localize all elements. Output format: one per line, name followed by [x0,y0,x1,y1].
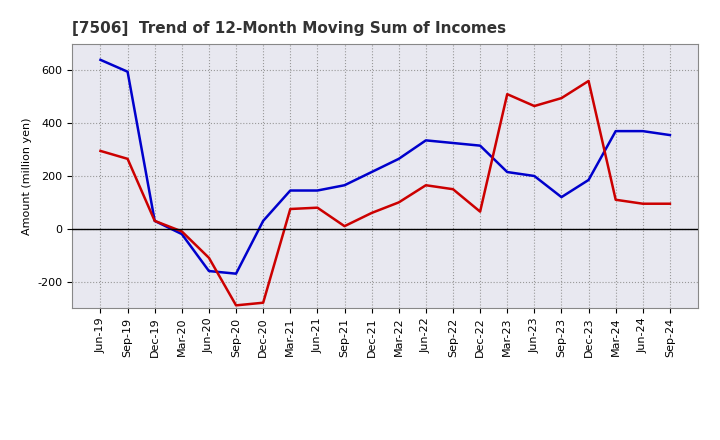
Net Income [395,200,403,205]
Ordinary Income [150,218,159,224]
Ordinary Income [178,231,186,237]
Net Income [449,187,457,192]
Ordinary Income [503,169,511,175]
Ordinary Income [341,183,349,188]
Ordinary Income [313,188,322,193]
Net Income [367,210,376,216]
Ordinary Income [611,128,620,134]
Ordinary Income [123,69,132,74]
Net Income [178,229,186,234]
Ordinary Income [286,188,294,193]
Net Income [341,224,349,229]
Ordinary Income [367,169,376,175]
Line: Ordinary Income: Ordinary Income [101,60,670,274]
Ordinary Income [259,218,268,224]
Ordinary Income [584,177,593,183]
Ordinary Income [665,132,674,138]
Net Income [123,156,132,161]
Ordinary Income [204,268,213,274]
Net Income [96,148,105,154]
Ordinary Income [395,156,403,161]
Ordinary Income [557,194,566,200]
Ordinary Income [96,57,105,62]
Ordinary Income [232,271,240,276]
Net Income [584,78,593,84]
Net Income [150,218,159,224]
Net Income [639,201,647,206]
Net Income [557,95,566,101]
Ordinary Income [476,143,485,148]
Y-axis label: Amount (million yen): Amount (million yen) [22,117,32,235]
Net Income [530,103,539,109]
Net Income [611,197,620,202]
Ordinary Income [449,140,457,146]
Ordinary Income [530,173,539,179]
Net Income [313,205,322,210]
Net Income [476,209,485,214]
Net Income [286,206,294,212]
Net Income [421,183,430,188]
Text: [7506]  Trend of 12-Month Moving Sum of Incomes: [7506] Trend of 12-Month Moving Sum of I… [72,21,506,36]
Net Income [503,92,511,97]
Line: Net Income: Net Income [101,81,670,305]
Net Income [665,201,674,206]
Ordinary Income [421,138,430,143]
Net Income [204,255,213,260]
Ordinary Income [639,128,647,134]
Net Income [259,300,268,305]
Net Income [232,303,240,308]
